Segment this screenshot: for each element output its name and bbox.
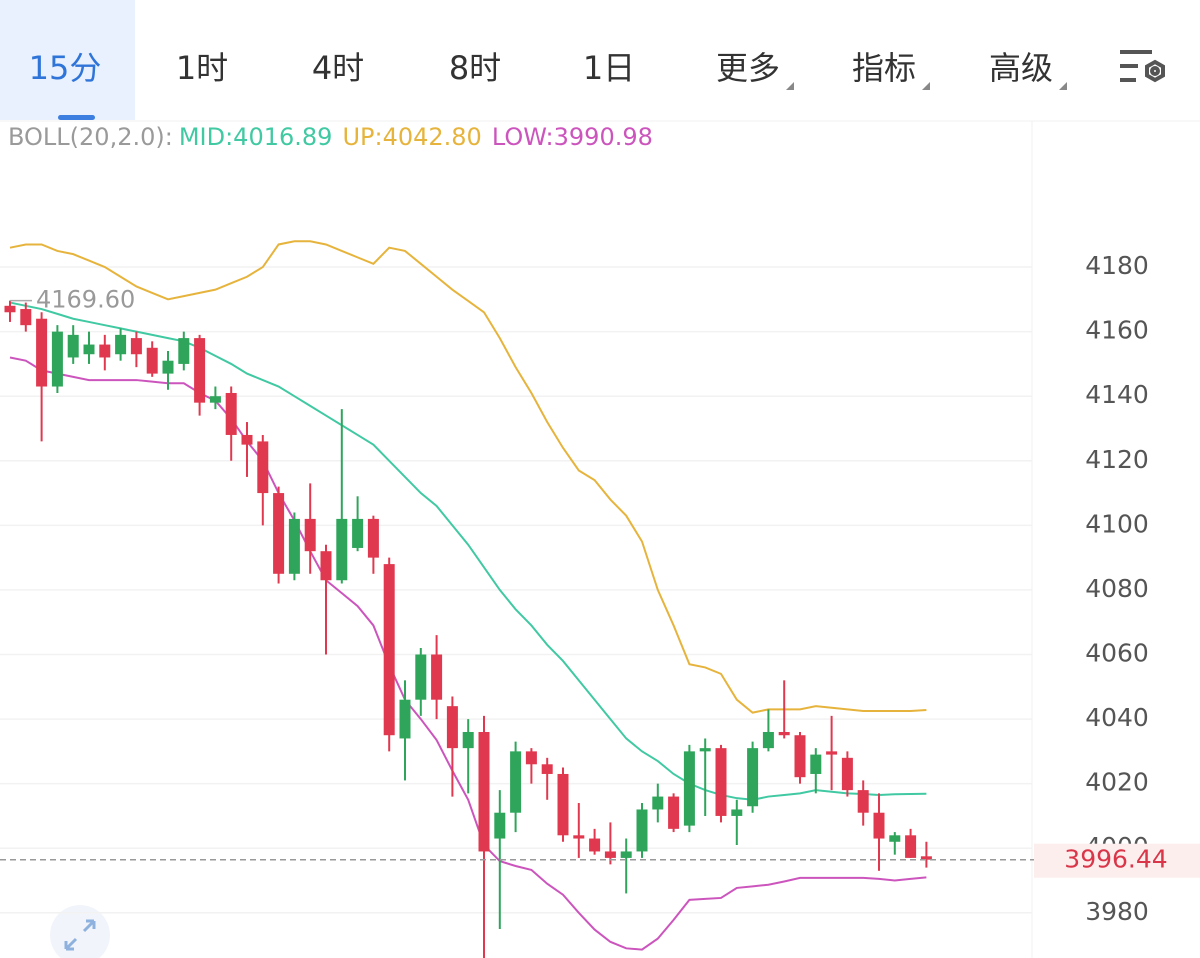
tab-dropdown-mark [922,82,930,90]
candle-body [336,518,348,581]
candle-body [225,392,237,435]
y-tick-label: 4080 [1085,574,1149,603]
candle-body [747,748,759,807]
active-tab-indicator [58,115,95,120]
candle-body [636,809,648,852]
tab[interactable]: 8时 [449,49,501,87]
candle-body [273,493,285,574]
candle-body [209,396,221,403]
candle-body [683,751,695,826]
y-tick-label: 4020 [1085,768,1149,797]
candle-body [20,309,32,326]
candle-body [573,835,585,839]
tab-dropdown-mark [1059,82,1067,90]
candle-body [162,360,174,374]
candle-body [115,334,127,355]
candle-body [367,518,379,558]
candle-body [604,851,616,858]
tab[interactable]: 15分 [29,49,102,87]
candle-body [36,318,48,387]
tab-dropdown-mark [786,82,794,90]
plot-area [0,240,1200,958]
candle-body [146,347,158,374]
candle-body [478,731,490,852]
candle-body [857,790,869,813]
candle-body [178,338,190,364]
candle-body [841,757,853,791]
candle-body [699,748,711,752]
band-line [9,356,927,951]
indicator-mid: MID:4016.89 [179,123,333,151]
candle-body [920,856,932,860]
candle-body [83,344,95,355]
candle-body [352,518,364,548]
candle-body [510,751,522,813]
candle-body [130,338,142,355]
indicator-low: LOW:3990.98 [492,123,653,151]
last-price-label: 3996.44 [1064,845,1167,874]
candle-body [873,812,885,839]
candle-body [288,518,300,574]
y-tick-label: 4100 [1085,509,1149,538]
tab[interactable]: 1日 [583,49,635,87]
candle-body [525,751,537,765]
candle-body [304,518,316,552]
candle-body [668,796,680,829]
candle-body [889,835,901,842]
settings-icon[interactable] [1120,50,1165,83]
candle-body [257,441,269,494]
candle-body [762,731,774,749]
candle-body [557,773,569,836]
tab[interactable]: 高级 [989,49,1053,87]
candle-body [905,835,917,858]
candle-body [4,305,16,313]
expand-button[interactable] [50,905,110,958]
candle-body [794,735,806,778]
candle-body [431,654,443,700]
candle-body [99,344,111,358]
candle-body [541,764,553,774]
y-tick-label: 3980 [1085,897,1149,926]
candle-body [652,796,664,810]
indicator-name: BOLL(20,2.0): [8,123,173,151]
candle-body [826,751,838,755]
candle-body [462,731,474,749]
max-label: 4169.60 [36,286,135,314]
candle-body [415,654,427,700]
tab[interactable]: 1时 [176,49,228,87]
tab[interactable]: 指标 [852,49,916,87]
candle-body [810,754,822,774]
candle-body [320,551,332,581]
candle-body [620,851,632,858]
y-tick-label: 4160 [1085,316,1149,345]
tab[interactable]: 更多 [716,49,780,87]
candle-body [241,434,253,445]
candle-body [715,748,727,816]
tab[interactable]: 4时 [312,49,364,87]
y-tick-label: 4180 [1085,251,1149,280]
candle-body [731,809,743,816]
last-price-box [1034,843,1200,878]
candle-body [446,706,458,749]
indicator-up: UP:4042.80 [342,123,481,151]
candle-body [778,731,790,736]
candle-body [194,338,206,403]
y-tick-label: 4060 [1085,639,1149,668]
band-line [9,301,927,801]
y-tick-label: 4040 [1085,703,1149,732]
candle-body [51,331,63,387]
band-line [9,240,927,714]
candle-body [383,564,395,736]
candle-body [399,699,411,739]
active-tab-bg [0,0,135,120]
candle-body [589,838,601,852]
candle-body [67,334,79,358]
y-tick-label: 4140 [1085,380,1149,409]
y-tick-label: 4120 [1085,445,1149,474]
candle-body [494,812,506,839]
